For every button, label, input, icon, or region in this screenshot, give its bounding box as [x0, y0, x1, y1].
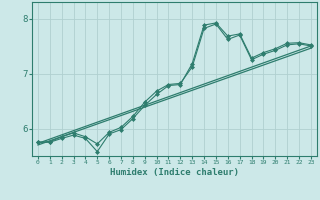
X-axis label: Humidex (Indice chaleur): Humidex (Indice chaleur)	[110, 168, 239, 177]
